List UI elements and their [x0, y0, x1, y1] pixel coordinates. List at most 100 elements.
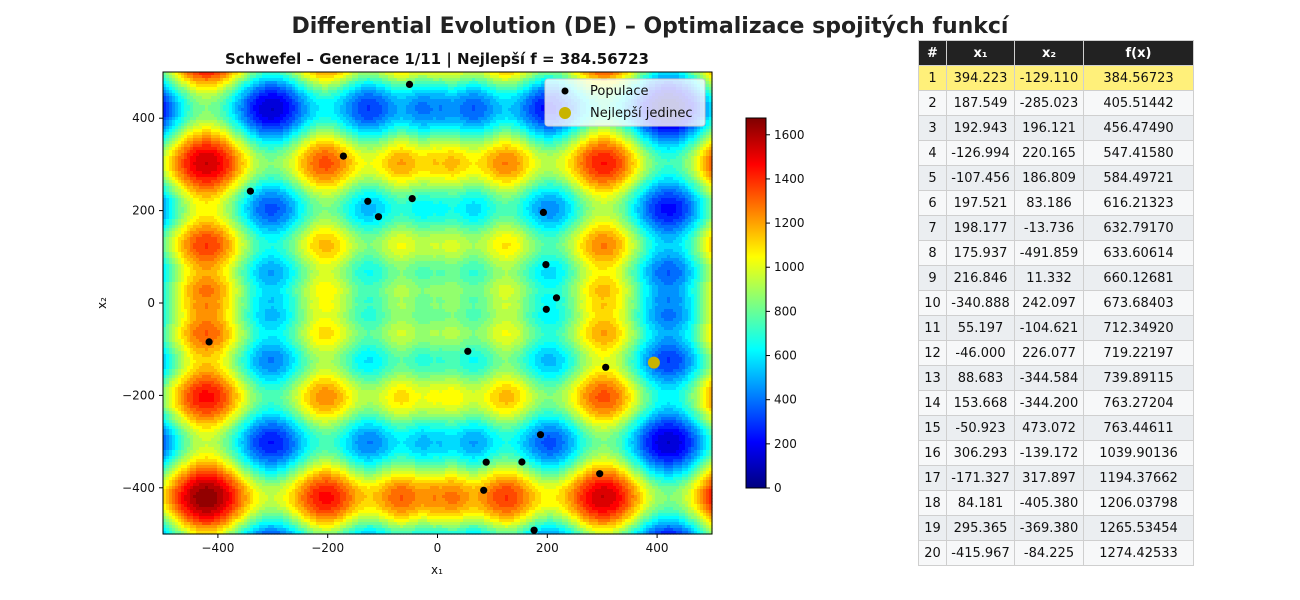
heatmap-cell [277, 117, 281, 121]
heatmap-cell [184, 126, 188, 130]
heatmap-cell [646, 126, 650, 130]
heatmap-cell [433, 99, 437, 103]
heatmap-cell [511, 93, 515, 97]
heatmap-cell [661, 72, 665, 76]
heatmap-cell [181, 120, 185, 124]
heatmap-cell [349, 108, 353, 112]
heatmap-cell [331, 117, 335, 121]
heatmap-cell [547, 72, 551, 76]
heatmap-cell [427, 102, 431, 106]
heatmap-cell [448, 75, 452, 79]
heatmap-cell [262, 78, 266, 82]
heatmap-cell [190, 84, 194, 88]
heatmap-cell [541, 105, 545, 109]
heatmap-cell [505, 108, 509, 112]
heatmap-cell [277, 72, 281, 76]
heatmap-cell [316, 96, 320, 100]
heatmap-cell [331, 78, 335, 82]
heatmap-cell [457, 81, 461, 85]
heatmap-cell [274, 111, 278, 115]
heatmap-cell [346, 114, 350, 118]
heatmap-cell [241, 120, 245, 124]
heatmap-cell [241, 75, 245, 79]
heatmap-cell [502, 93, 506, 97]
heatmap-cell [268, 123, 272, 127]
heatmap-cell [460, 117, 464, 121]
heatmap-cell [382, 72, 386, 76]
heatmap-cell [277, 129, 281, 133]
heatmap-cell [424, 123, 428, 127]
heatmap-cell [358, 102, 362, 106]
heatmap-cell [634, 75, 638, 79]
heatmap-cell [460, 93, 464, 97]
heatmap-cell [673, 126, 677, 130]
heatmap-cell [400, 111, 404, 115]
heatmap-cell [223, 102, 227, 106]
heatmap-cell [322, 84, 326, 88]
heatmap-cell [373, 111, 377, 115]
heatmap-cell [220, 78, 224, 82]
heatmap-cell [310, 96, 314, 100]
heatmap-cell [331, 129, 335, 133]
heatmap-cell [532, 123, 536, 127]
heatmap-cell [694, 75, 698, 79]
heatmap-cell [457, 90, 461, 94]
heatmap-cell [271, 108, 275, 112]
heatmap-cell [358, 75, 362, 79]
heatmap-cell [382, 78, 386, 82]
heatmap-cell [505, 78, 509, 82]
heatmap-cell [415, 96, 419, 100]
heatmap-cell [412, 96, 416, 100]
heatmap-cell [355, 78, 359, 82]
heatmap-cell [376, 120, 380, 124]
heatmap-cell [175, 96, 179, 100]
heatmap-cell [295, 84, 299, 88]
heatmap-cell [394, 72, 398, 76]
heatmap-cell [172, 120, 176, 124]
heatmap-cell [163, 120, 167, 124]
heatmap-cell [439, 90, 443, 94]
heatmap-cell [214, 84, 218, 88]
heatmap-cell [310, 126, 314, 130]
heatmap-cell [418, 120, 422, 124]
heatmap-cell [436, 108, 440, 112]
heatmap-cell [409, 93, 413, 97]
heatmap-cell [247, 87, 251, 91]
heatmap-cell [436, 123, 440, 127]
heatmap-cell [361, 120, 365, 124]
heatmap-cell [403, 123, 407, 127]
heatmap-cell [394, 108, 398, 112]
heatmap-cell [307, 93, 311, 97]
heatmap-cell [226, 75, 230, 79]
heatmap-cell [421, 120, 425, 124]
heatmap-cell [406, 75, 410, 79]
heatmap-cell [340, 99, 344, 103]
heatmap-cell [289, 72, 293, 76]
heatmap-cell [523, 114, 527, 118]
heatmap-cell [469, 96, 473, 100]
heatmap-cell [463, 117, 467, 121]
heatmap-cell [517, 99, 521, 103]
heatmap-cell [376, 129, 380, 133]
heatmap-cell [199, 120, 203, 124]
heatmap-cell [250, 126, 254, 130]
heatmap-cell [385, 87, 389, 91]
heatmap-cell [454, 84, 458, 88]
heatmap-cell [382, 81, 386, 85]
heatmap-cell [454, 99, 458, 103]
heatmap-cell [349, 72, 353, 76]
heatmap-cell [325, 96, 329, 100]
heatmap-cell [319, 81, 323, 85]
heatmap-cell [523, 111, 527, 115]
heatmap-cell [220, 75, 224, 79]
heatmap-cell [313, 87, 317, 91]
heatmap-cell [358, 114, 362, 118]
heatmap-cell [340, 90, 344, 94]
heatmap-cell [511, 123, 515, 127]
heatmap-cell [454, 123, 458, 127]
heatmap-cell [490, 75, 494, 79]
heatmap-cell [433, 90, 437, 94]
heatmap-cell [469, 108, 473, 112]
heatmap-cell [178, 93, 182, 97]
heatmap-cell [562, 72, 566, 76]
